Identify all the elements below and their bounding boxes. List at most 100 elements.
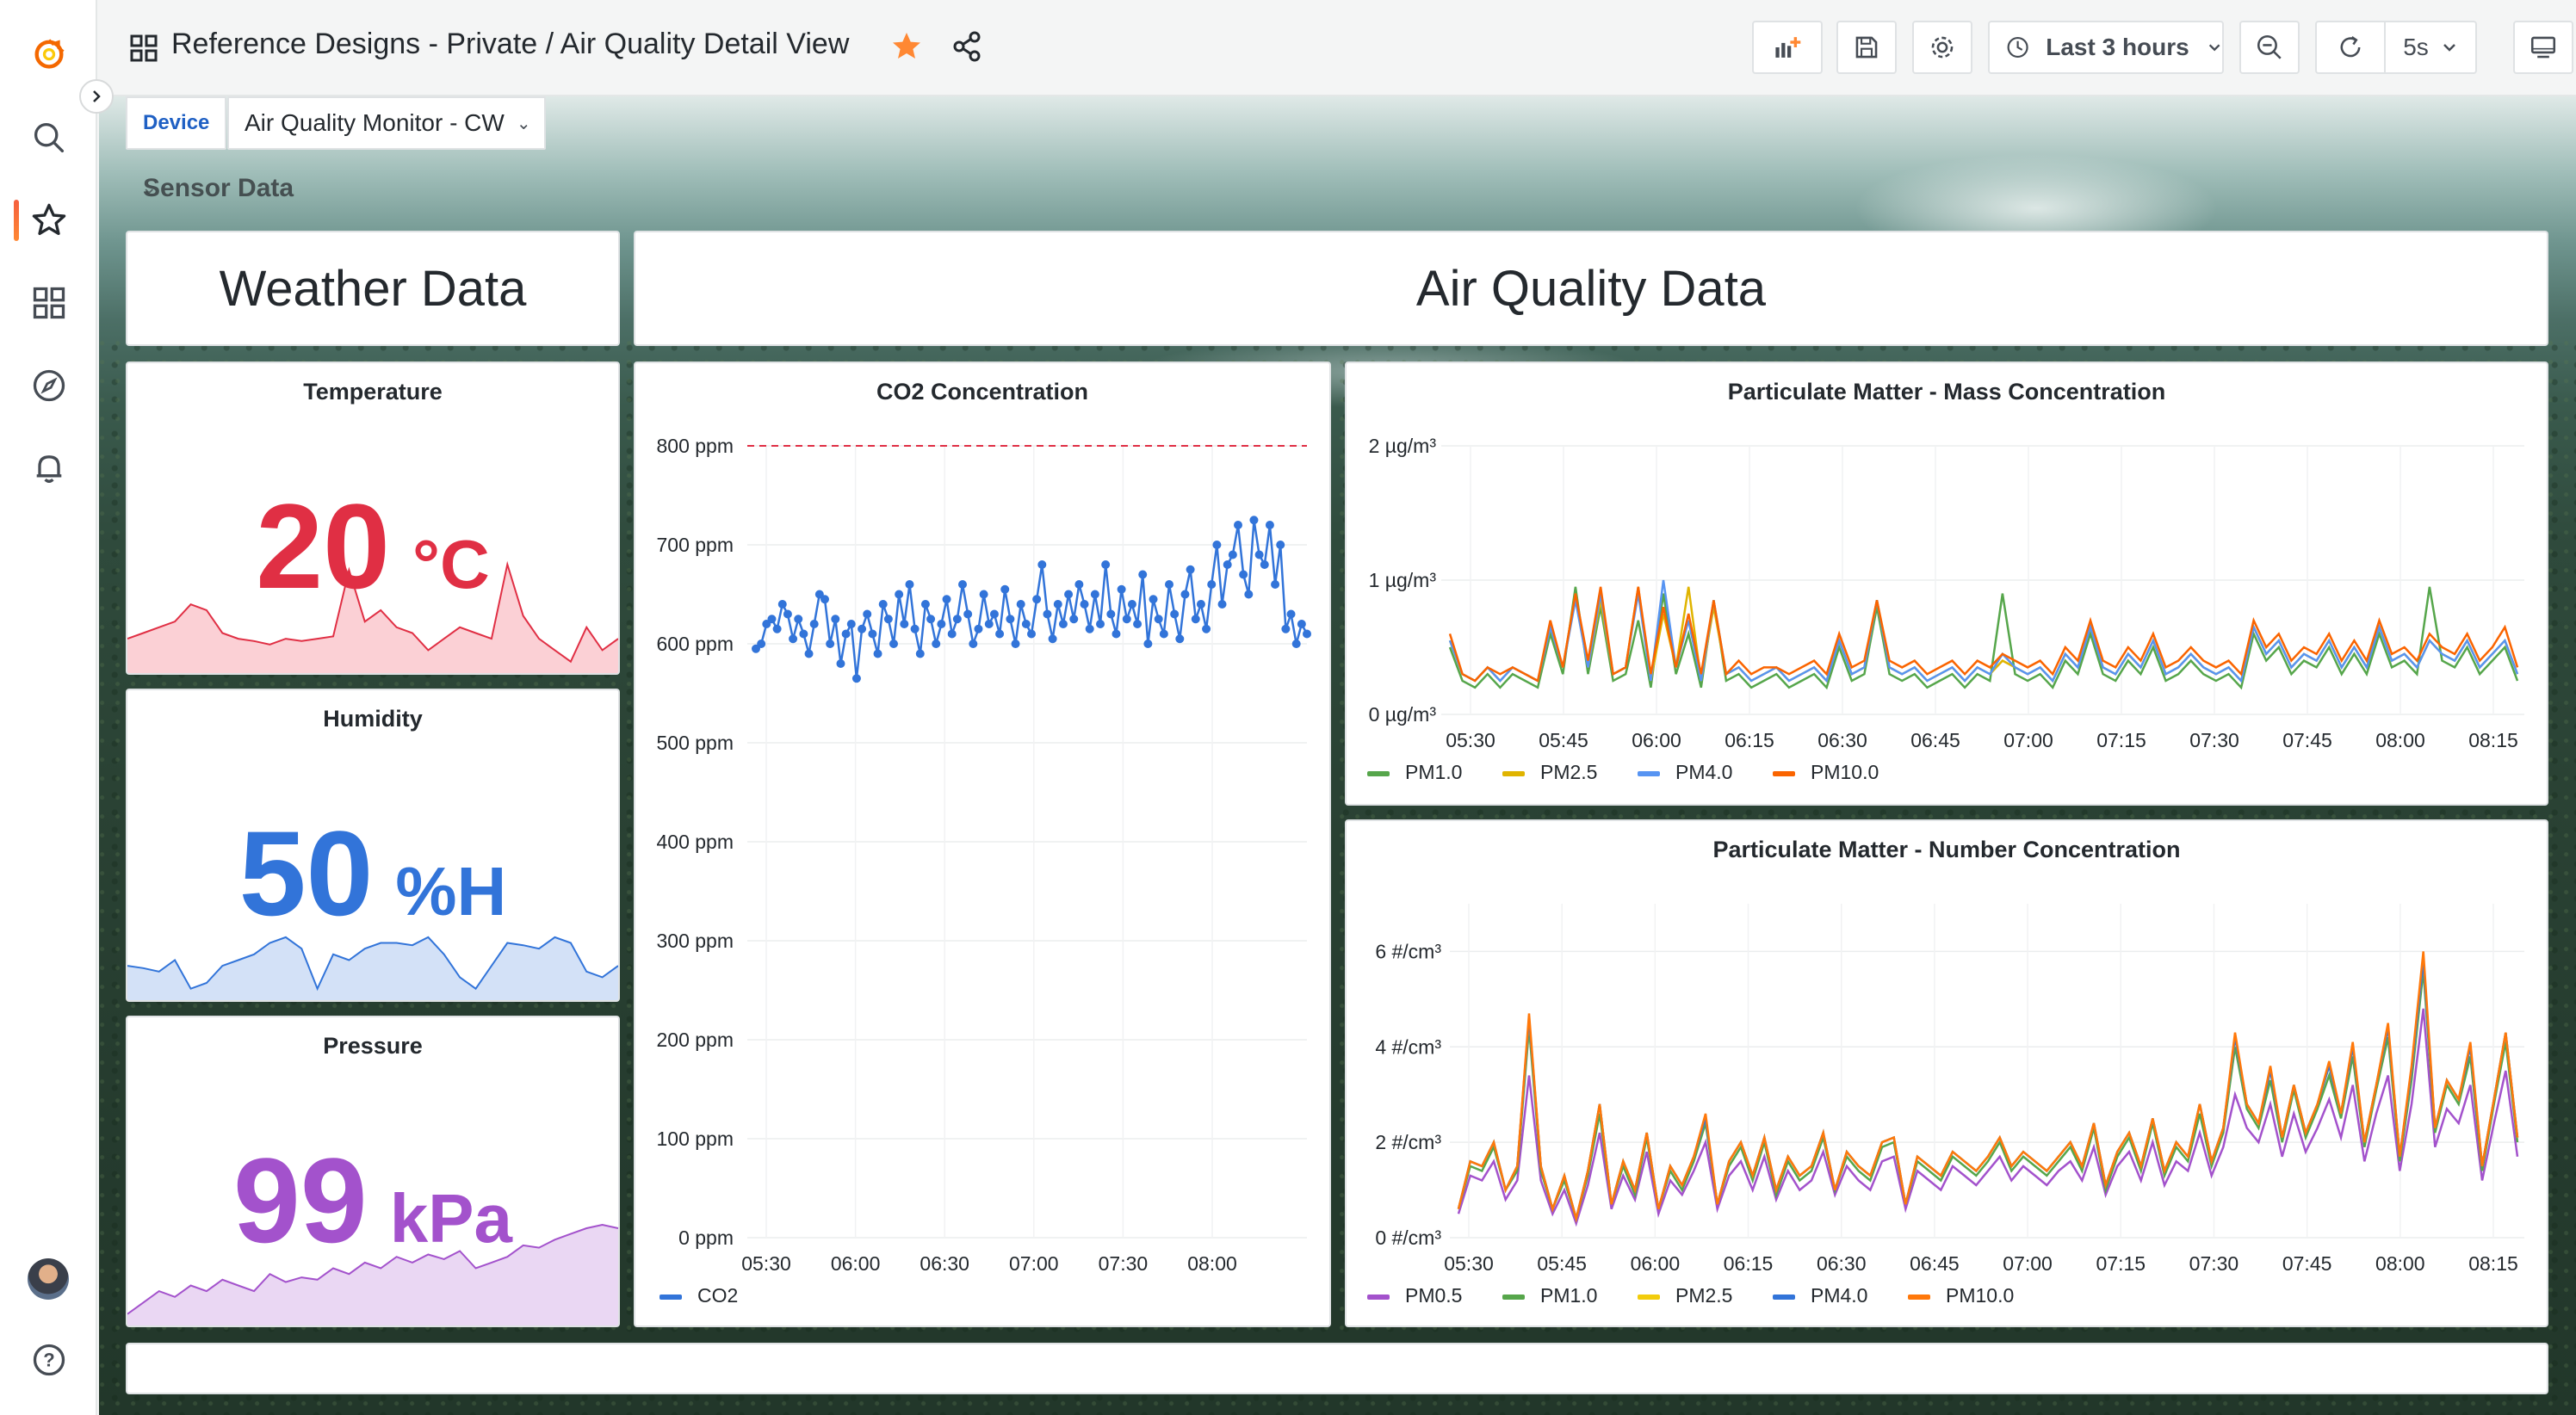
pressure-stat-panel[interactable]: Pressure 99 kPa [126,1016,620,1327]
dashboard-title[interactable]: Air Quality Detail View [560,28,850,60]
x-tick-label: 05:30 [1444,1252,1494,1275]
data-point [1037,560,1047,569]
share-icon[interactable] [950,29,984,64]
chevron-down-icon [2443,44,2455,52]
dashboards-icon[interactable] [0,269,97,337]
sparkline-area [127,564,618,673]
stat-unit: %H [395,853,507,930]
alerting-bell-icon[interactable] [0,434,97,503]
data-point [1212,541,1222,549]
variable-device-select[interactable]: Air Quality Monitor - CW ⌄ [227,96,546,150]
x-tick-label: 06:15 [1725,729,1774,751]
series-line-pm10.0 [1457,951,2519,1223]
data-point [777,600,787,609]
data-point [789,634,798,644]
data-point [1249,516,1259,525]
help-icon[interactable]: ? [0,1325,97,1394]
time-range-picker[interactable]: Last 3 hours [1988,21,2224,74]
refresh-interval-picker[interactable]: 5s [2384,21,2477,74]
data-point [1291,640,1301,648]
temperature-stat-panel[interactable]: Temperature 20 °C [126,361,620,675]
variable-device-value: Air Quality Monitor - CW [245,109,505,136]
star-icon[interactable] [889,29,924,64]
data-point [1053,600,1062,609]
pm-mass-chart-panel[interactable]: Particulate Matter - Mass Concentration … [1345,361,2548,806]
x-tick-label: 07:00 [2003,1252,2053,1275]
legend-swatch [1908,1295,1930,1300]
y-tick-label: 2 µg/m³ [1369,435,1437,457]
weather-header-panel: Weather Data [126,231,620,346]
data-point [1117,584,1126,594]
x-tick-label: 07:30 [2189,1252,2239,1275]
clock-icon [2007,36,2028,59]
x-tick-label: 07:45 [2282,1252,2332,1275]
zoom-out-button[interactable] [2239,21,2300,74]
legend-swatch [1367,771,1390,776]
sidebar-expand-button[interactable] [79,79,114,114]
legend-label: CO2 [697,1284,738,1307]
data-point [1138,570,1148,579]
series-line-pm0.5 [1457,1008,2519,1227]
y-tick-label: 4 #/cm³ [1375,1035,1441,1058]
refresh-interval-label: 5s [2403,34,2429,60]
x-tick-label: 07:00 [2003,729,2053,751]
pm-number-chart-panel[interactable]: Particulate Matter - Number Concentratio… [1345,819,2548,1327]
data-point [1165,580,1173,589]
legend-label: PM1.0 [1540,1284,1597,1307]
starred-icon[interactable] [0,186,97,255]
data-point [820,595,829,604]
data-point [1000,584,1010,594]
legend-swatch [1773,1295,1795,1300]
svg-text:?: ? [43,1350,54,1371]
legend-label: PM2.5 [1675,1284,1732,1307]
data-point [1127,600,1136,609]
data-point [1074,580,1084,589]
data-point [1196,600,1205,609]
legend-label: PM2.5 [1540,761,1597,783]
x-tick-label: 05:45 [1537,1252,1587,1275]
data-point [831,615,840,624]
grafana-logo-icon[interactable] [0,19,97,88]
data-point [1286,609,1296,619]
x-tick-label: 07:00 [1009,1252,1059,1275]
data-point [841,629,851,639]
data-point [1297,620,1306,628]
series-line-pm10.0 [1448,586,2519,683]
data-point [1027,629,1036,639]
data-point [1143,640,1153,648]
legend-swatch [659,1295,682,1300]
data-point [1021,620,1031,628]
row-collapse-chevron-icon[interactable]: ⌄ [141,176,158,198]
breadcrumb-folder[interactable]: Reference Designs - Private [171,28,538,60]
refresh-button[interactable] [2315,21,2384,74]
row-title[interactable]: Sensor Data [143,174,294,202]
dashboard-settings-button[interactable] [1912,21,1972,74]
data-point [826,640,835,648]
data-point [1006,615,1015,624]
legend-swatch [1773,771,1795,776]
sparkline-line [127,560,618,664]
breadcrumb: Reference Designs - Private / Air Qualit… [171,28,849,61]
stat-number: 99 [232,1133,368,1268]
data-point [1228,550,1237,559]
explore-compass-icon[interactable] [0,351,97,420]
data-point [1080,600,1089,609]
x-tick-label: 06:00 [1632,729,1681,751]
add-panel-button[interactable] [1752,21,1823,74]
data-point [1058,620,1068,628]
humidity-stat-panel[interactable]: Humidity 50 %H [126,689,620,1002]
data-point [1159,629,1168,639]
y-tick-label: 0 ppm [678,1227,734,1249]
legend-swatch [1638,1295,1660,1300]
search-icon[interactable] [0,103,97,172]
save-dashboard-button[interactable] [1836,21,1897,74]
data-point [1191,615,1200,624]
tv-mode-button[interactable] [2513,21,2573,74]
user-avatar[interactable] [28,1258,69,1300]
data-point [995,629,1005,639]
panel-title: Humidity [323,706,423,732]
sparkline-line [127,936,618,992]
co2-chart-panel[interactable]: CO2 Concentration 800 ppm 700 ppm 600 ppm 5… [634,361,1331,1327]
stat-number: 20 [256,479,390,614]
